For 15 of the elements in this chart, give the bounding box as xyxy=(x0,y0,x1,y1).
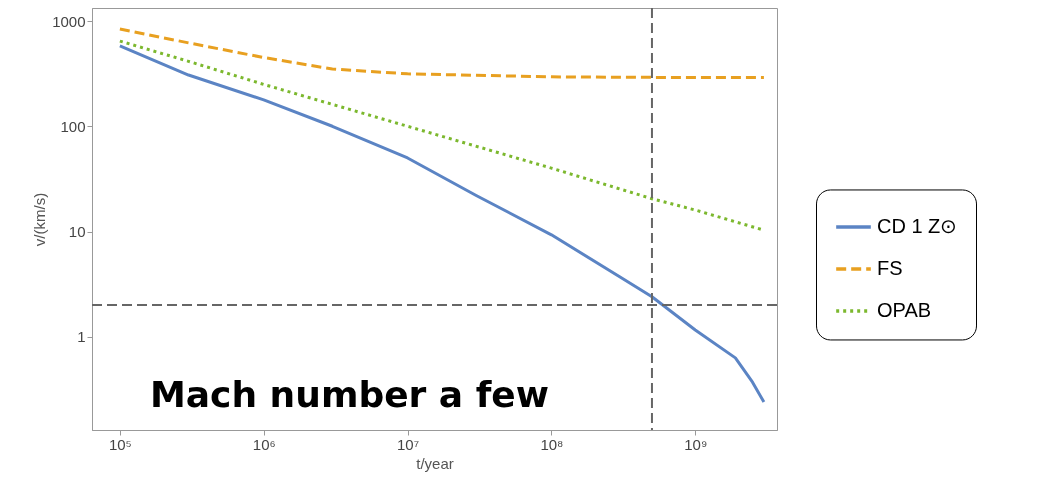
x-tick-label: 10⁵ xyxy=(108,435,132,453)
legend-label: OPAB xyxy=(877,298,932,321)
x-tick-label: 10⁹ xyxy=(684,435,708,453)
x-tick-label: 10⁶ xyxy=(252,435,276,453)
legend-label: FS xyxy=(877,256,903,279)
x-axis-title: t/year xyxy=(416,454,454,472)
y-tick-label: 1 xyxy=(77,328,86,346)
y-axis-title: v/(km/s) xyxy=(31,192,49,247)
legend-label: CD 1 Z⊙ xyxy=(877,214,958,237)
annotation: Mach number a few xyxy=(150,374,550,415)
x-tick-label: 10⁷ xyxy=(397,435,420,453)
y-tick-label: 100 xyxy=(60,117,86,135)
y-tick-label: 10 xyxy=(68,223,86,241)
x-tick-label: 10⁸ xyxy=(540,435,564,453)
y-tick-label: 1000 xyxy=(52,12,86,30)
